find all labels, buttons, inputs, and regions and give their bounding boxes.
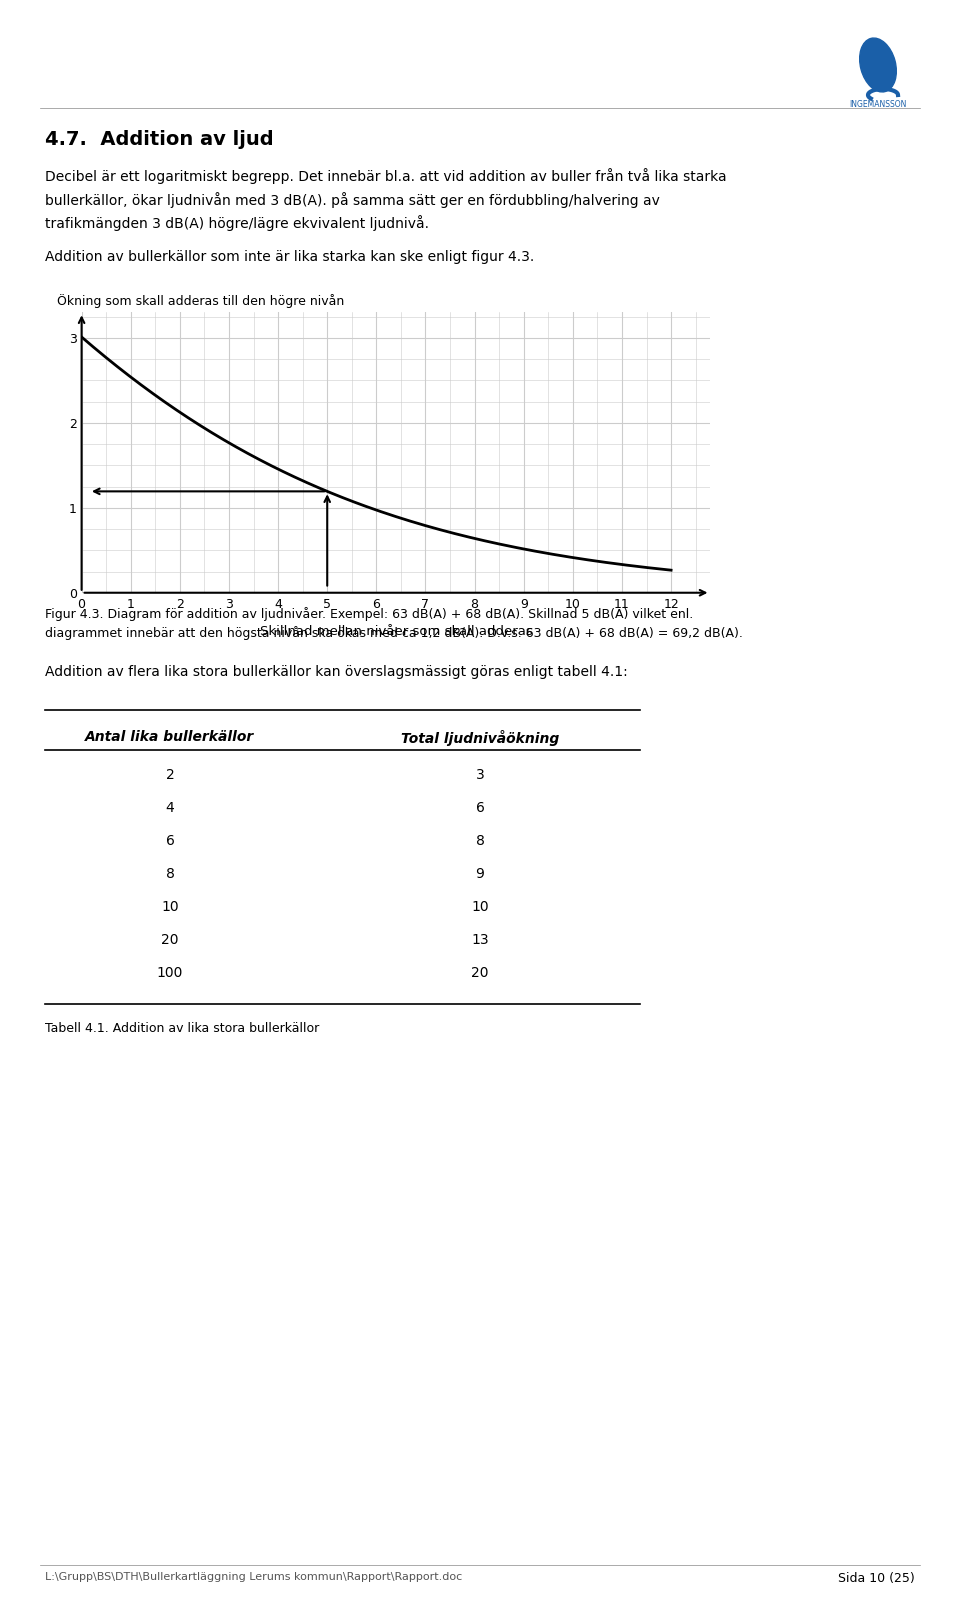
Text: Ökning som skall adderas till den högre nivån: Ökning som skall adderas till den högre … — [57, 295, 345, 308]
Text: Total ljudnivåökning: Total ljudnivåökning — [401, 731, 559, 747]
Text: 9: 9 — [475, 867, 485, 881]
Text: 6: 6 — [475, 801, 485, 815]
Text: 3: 3 — [475, 767, 485, 782]
Text: 13: 13 — [471, 932, 489, 947]
Text: Addition av bullerkällor som inte är lika starka kan ske enligt figur 4.3.: Addition av bullerkällor som inte är lik… — [45, 250, 535, 264]
Text: 20: 20 — [161, 932, 179, 947]
Text: Sida 10 (25): Sida 10 (25) — [838, 1572, 915, 1584]
Text: 2: 2 — [166, 767, 175, 782]
Text: 8: 8 — [475, 835, 485, 847]
Text: Decibel är ett logaritmiskt begrepp. Det innebär bl.a. att vid addition av bulle: Decibel är ett logaritmiskt begrepp. Det… — [45, 168, 727, 231]
Text: 8: 8 — [165, 867, 175, 881]
Text: 10: 10 — [161, 900, 179, 915]
Text: 4.7.  Addition av ljud: 4.7. Addition av ljud — [45, 130, 274, 149]
Text: 6: 6 — [165, 835, 175, 847]
Ellipse shape — [859, 38, 897, 91]
Text: Figur 4.3. Diagram för addition av ljudnivåer. Exempel: 63 dB(A) + 68 dB(A). Ski: Figur 4.3. Diagram för addition av ljudn… — [45, 607, 743, 641]
Text: L:\Grupp\BS\DTH\Bullerkartläggning Lerums kommun\Rapport\Rapport.doc: L:\Grupp\BS\DTH\Bullerkartläggning Lerum… — [45, 1572, 463, 1583]
Text: Antal lika bullerkällor: Antal lika bullerkällor — [85, 731, 254, 743]
Text: 10: 10 — [471, 900, 489, 915]
Text: 20: 20 — [471, 966, 489, 980]
Text: INGEMANSSON: INGEMANSSON — [850, 99, 906, 109]
Text: Skillnad mellan nivåer som skall adderas: Skillnad mellan nivåer som skall adderas — [259, 625, 533, 638]
Text: Tabell 4.1. Addition av lika stora bullerkällor: Tabell 4.1. Addition av lika stora bulle… — [45, 1022, 320, 1035]
Text: 4: 4 — [166, 801, 175, 815]
Text: Addition av flera lika stora bullerkällor kan överslagsmässigt göras enligt tabe: Addition av flera lika stora bullerkällo… — [45, 665, 628, 679]
Text: 100: 100 — [156, 966, 183, 980]
